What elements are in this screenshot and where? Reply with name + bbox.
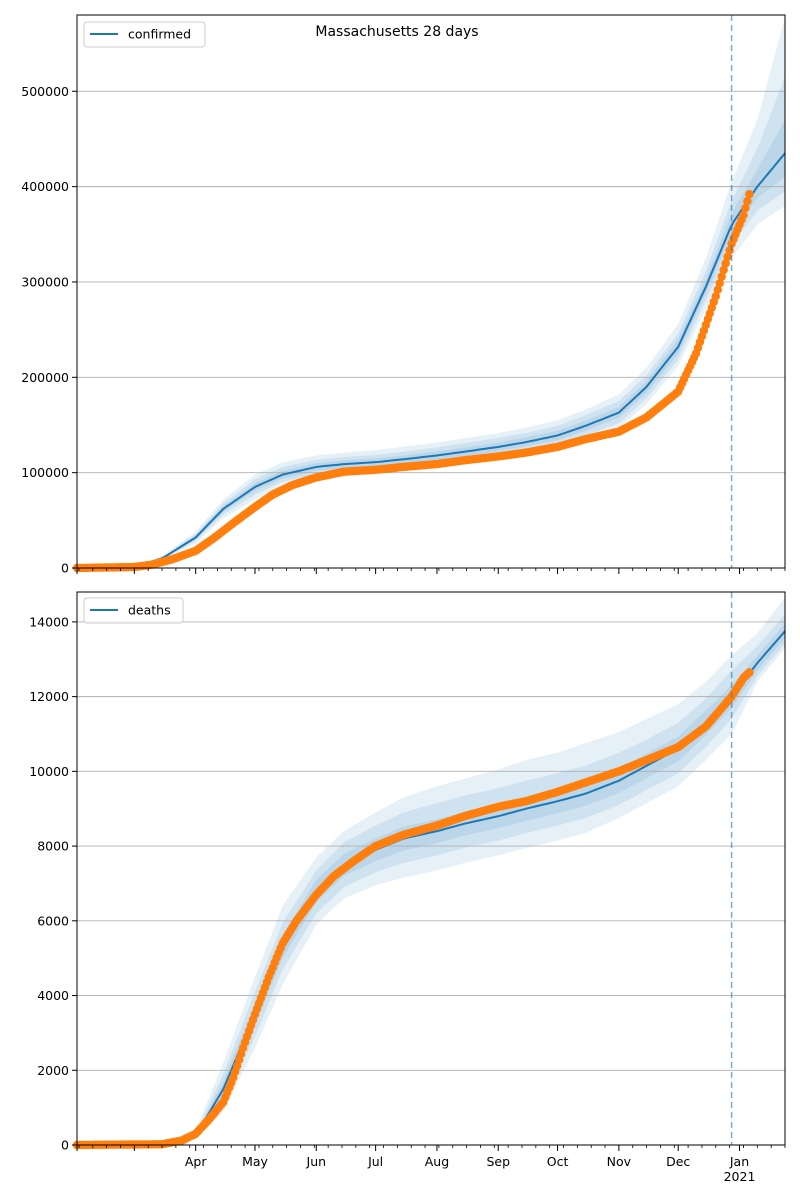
y-tick-label: 100000 (21, 465, 69, 480)
confidence-bands-deaths (77, 597, 785, 1145)
band-0 (77, 597, 785, 1145)
y-tick-label: 2000 (37, 1063, 69, 1078)
y-axis-deaths: 0 2000 4000 6000 8000 10000 12000 14000 (29, 614, 77, 1153)
x-tick-label: May (242, 1154, 268, 1169)
data-point (715, 279, 724, 288)
legend-label-confirmed: confirmed (128, 27, 191, 42)
panel-confirmed: 0 100000 200000 300000 400000 500000 confirme… (21, 14, 786, 576)
x-tick-year-label: 2021 (724, 1169, 756, 1184)
panel-deaths: 0 2000 4000 6000 8000 10000 12000 14000 Apr May J… (29, 591, 786, 1184)
y-tick-label: 0 (61, 561, 69, 576)
legend-box (83, 21, 206, 48)
grid-confirmed (77, 90, 785, 474)
x-tick-label: Jul (367, 1154, 383, 1169)
x-tick-label: Oct (547, 1154, 569, 1169)
y-tick-label: 4000 (37, 988, 69, 1003)
legend-label-deaths: deaths (128, 603, 171, 618)
y-tick-label: 12000 (29, 689, 69, 704)
x-tick-label: Nov (607, 1154, 632, 1169)
data-point (721, 259, 730, 268)
y-tick-label: 0 (61, 1138, 69, 1153)
y-tick-label: 300000 (21, 274, 69, 289)
legend-box (83, 597, 184, 624)
chart-title: Massachusetts 28 days (315, 24, 478, 40)
data-point (743, 197, 752, 206)
y-tick-label: 10000 (29, 764, 69, 779)
data-point (745, 190, 754, 199)
y-tick-label: 14000 (29, 614, 69, 629)
data-point (711, 292, 720, 301)
data-point (741, 204, 750, 213)
axes-frame-confirmed (76, 14, 786, 569)
band-2 (77, 623, 785, 1145)
band-0 (77, 16, 785, 568)
x-tick-label: Aug (425, 1154, 449, 1169)
confidence-bands-confirmed (77, 16, 785, 569)
x-tick-label: Jun (306, 1154, 327, 1169)
data-point (739, 211, 748, 220)
x-tick-label: Jan (729, 1154, 749, 1169)
x-tick-label: Apr (185, 1154, 207, 1169)
data-point (713, 285, 722, 294)
y-tick-label: 8000 (37, 839, 69, 854)
y-axis-confirmed: 0 100000 200000 300000 400000 500000 (21, 84, 77, 576)
x-axis-confirmed (76, 568, 786, 574)
y-tick-label: 200000 (21, 370, 69, 385)
band-1 (77, 614, 785, 1145)
data-point (719, 265, 728, 275)
data-point (745, 668, 754, 677)
x-tick-label: Dec (666, 1154, 690, 1169)
legend-confirmed: confirmed (83, 21, 206, 48)
axes-frame-deaths (76, 591, 786, 1146)
x-tick-label: Sep (486, 1154, 510, 1169)
data-point (717, 272, 726, 281)
model-line-confirmed (76, 152, 786, 569)
data-point (723, 252, 732, 262)
grid-deaths (77, 621, 785, 1071)
y-tick-label: 400000 (21, 179, 69, 194)
y-tick-label: 500000 (21, 84, 69, 99)
legend-deaths: deaths (83, 597, 184, 624)
y-tick-label: 6000 (37, 913, 69, 928)
